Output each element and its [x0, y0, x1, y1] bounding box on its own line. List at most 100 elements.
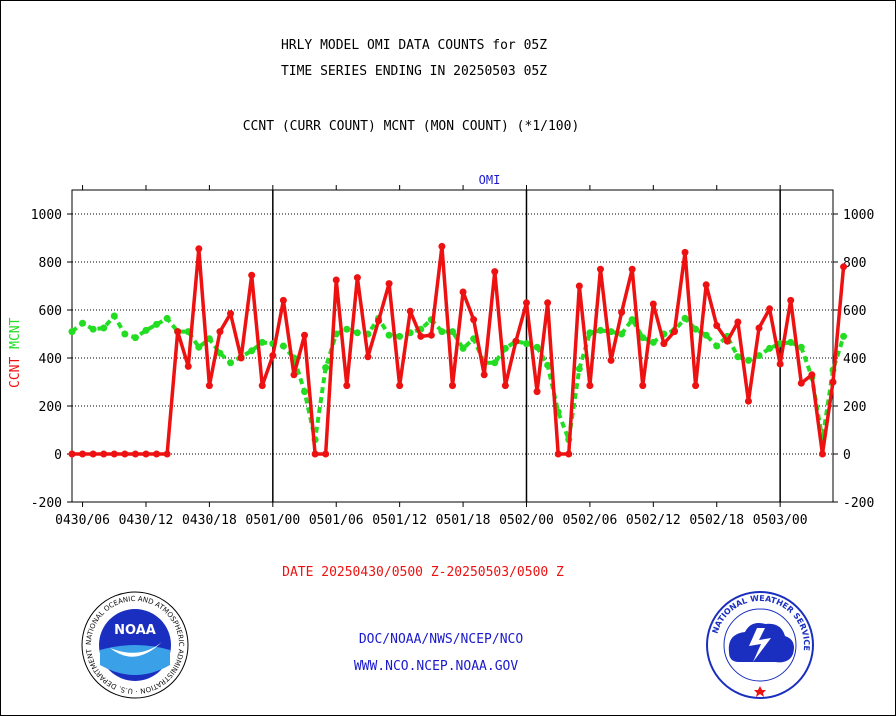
- mcnt-point: [744, 356, 752, 364]
- ccnt-point: [787, 296, 795, 304]
- y-tick-label-left: 0: [54, 448, 62, 463]
- x-tick-label: 0502/12: [626, 513, 681, 528]
- ccnt-point: [121, 450, 129, 458]
- ccnt-point: [565, 450, 573, 458]
- ccnt-point: [184, 362, 192, 370]
- ccnt-point: [258, 382, 266, 390]
- ccnt-point: [692, 382, 700, 390]
- x-tick-label: 0430/12: [119, 513, 174, 528]
- x-tick-label: 0430/18: [182, 513, 237, 528]
- ccnt-point: [554, 450, 562, 458]
- mcnt-point: [89, 325, 97, 333]
- mcnt-point: [797, 343, 805, 351]
- mcnt-point: [755, 352, 763, 360]
- y-tick-label-right: 600: [843, 304, 866, 319]
- chart-title-line2: TIME SERIES ENDING IN 20250503 05Z: [280, 64, 548, 79]
- x-tick-label: 0501/12: [372, 513, 427, 528]
- ccnt-point: [829, 378, 837, 386]
- ccnt-point: [311, 450, 319, 458]
- mcnt-point: [459, 344, 467, 352]
- mcnt-point: [216, 349, 224, 357]
- ccnt-point: [544, 299, 552, 307]
- ccnt-point: [628, 265, 636, 273]
- mcnt-point: [533, 343, 541, 351]
- mcnt-point: [227, 359, 235, 367]
- panel-title: OMI: [479, 173, 501, 187]
- ccnt-point: [417, 332, 425, 340]
- mcnt-point: [702, 331, 710, 339]
- ccnt-point: [522, 299, 530, 307]
- ccnt-point: [639, 382, 647, 390]
- ccnt-point: [89, 450, 97, 458]
- x-tick-label: 0501/18: [436, 513, 491, 528]
- y-tick-label-left: 200: [39, 400, 62, 415]
- x-tick-label: 0501/00: [245, 513, 300, 528]
- ccnt-point: [237, 354, 245, 362]
- mcnt-point: [681, 314, 689, 322]
- ccnt-point: [755, 324, 763, 332]
- mcnt-point: [153, 320, 161, 328]
- ccnt-point: [68, 450, 76, 458]
- y-axis-label: CCNT MCNT: [8, 317, 23, 388]
- ccnt-point: [110, 450, 118, 458]
- ccnt-point: [227, 310, 235, 318]
- ccnt-point: [470, 316, 478, 324]
- ccnt-point: [586, 382, 594, 390]
- x-tick-label: 0502/00: [499, 513, 554, 528]
- ccnt-point: [406, 307, 414, 315]
- x-tick-label: 0430/06: [55, 513, 110, 528]
- ccnt-point: [301, 331, 309, 339]
- mcnt-point: [195, 343, 203, 351]
- x-tick-label: 0503/00: [753, 513, 808, 528]
- mcnt-point: [449, 328, 456, 336]
- ccnt-point: [734, 318, 742, 326]
- mcnt-point: [353, 329, 361, 337]
- ccnt-point: [269, 352, 277, 360]
- ccnt-point: [670, 328, 678, 336]
- ccnt-point: [660, 340, 668, 348]
- ccnt-point: [480, 371, 488, 379]
- y-tick-label-right: 800: [843, 256, 866, 271]
- mcnt-point: [618, 330, 626, 338]
- ccnt-point: [163, 450, 171, 458]
- mcnt-point: [258, 338, 266, 346]
- y-tick-label-right: 1000: [843, 208, 874, 223]
- ccnt-point: [248, 271, 256, 279]
- y-tick-label-left: 1000: [31, 208, 62, 223]
- x-tick-label: 0501/06: [309, 513, 364, 528]
- ccnt-point: [702, 281, 710, 289]
- mcnt-point: [131, 334, 139, 342]
- ccnt-point: [332, 276, 340, 284]
- mcnt-point: [692, 325, 700, 333]
- mcnt-point: [575, 365, 583, 373]
- mcnt-point: [79, 319, 87, 327]
- ccnt-point: [776, 360, 784, 368]
- y-tick-label-left: 400: [39, 352, 62, 367]
- ccnt-point: [575, 282, 583, 290]
- y-axis-label-mcnt: MCNT: [8, 317, 23, 356]
- mcnt-point: [396, 332, 404, 340]
- mcnt-point: [596, 326, 604, 334]
- x-tick-label: 0502/06: [563, 513, 618, 528]
- website-link[interactable]: WWW.NCO.NCEP.NOAA.GOV: [353, 659, 519, 674]
- ccnt-point: [385, 280, 393, 288]
- ccnt-point: [840, 263, 848, 271]
- y-tick-label-right: 0: [843, 448, 851, 463]
- y-tick-label-right: 200: [843, 400, 866, 415]
- mcnt-point: [142, 326, 150, 334]
- ccnt-point: [512, 337, 520, 345]
- ccnt-point: [818, 450, 826, 458]
- y-tick-label-right: 400: [843, 352, 866, 367]
- mcnt-point: [734, 353, 742, 361]
- y-axis-label-ccnt: CCNT: [8, 357, 23, 388]
- nws-logo: NATIONAL WEATHER SERVICE: [706, 591, 814, 699]
- mcnt-point: [639, 334, 647, 342]
- ccnt-point: [607, 356, 615, 364]
- plot-border: [71, 189, 834, 503]
- ccnt-point: [396, 382, 404, 390]
- y-tick-label-left: 800: [39, 256, 62, 271]
- ccnt-point: [808, 371, 816, 379]
- ccnt-point: [100, 450, 108, 458]
- mcnt-point: [628, 316, 636, 324]
